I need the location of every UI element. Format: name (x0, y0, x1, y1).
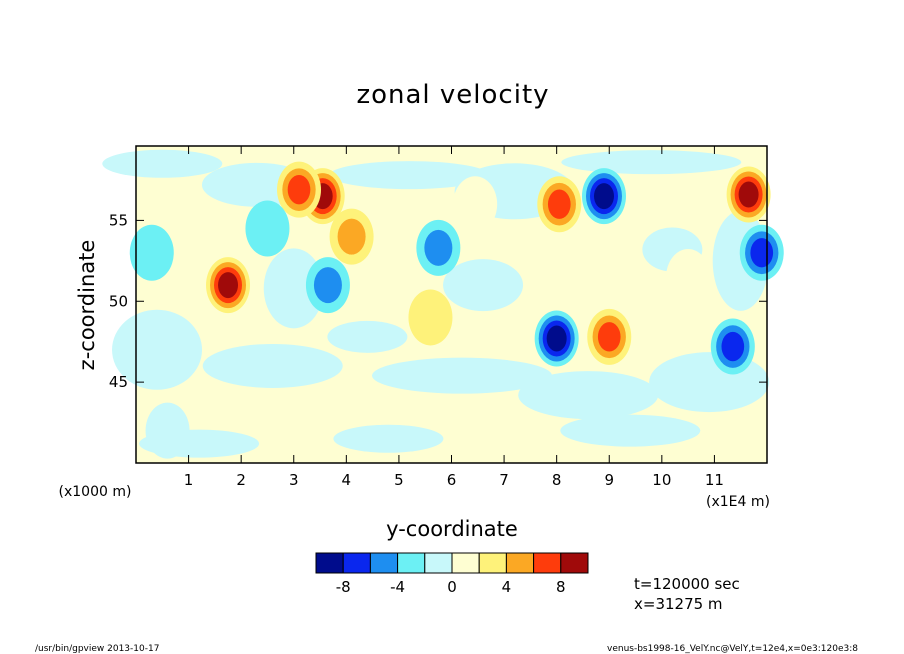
contour-blob (597, 322, 621, 352)
contour-blob (313, 267, 342, 304)
contour-blob (287, 175, 311, 205)
x-axis-label: y-coordinate (386, 517, 518, 541)
footer-right: venus-bs1998-16_VelY.nc@VelY,t=12e4,x=0e… (607, 644, 858, 654)
x-tick-label: 2 (236, 471, 246, 489)
field-patch (329, 161, 490, 190)
x-tick-label: 4 (342, 471, 352, 489)
field-patch (112, 309, 203, 390)
x-tick-label: 9 (604, 471, 614, 489)
colorbar-swatch (533, 552, 562, 574)
contour-blob (337, 218, 366, 255)
y-tick-label: 50 (109, 292, 128, 310)
contour-blob (145, 402, 190, 459)
colorbar-swatch (505, 552, 535, 574)
field-patch (560, 414, 701, 447)
field-patch (263, 248, 324, 329)
colorbar-tick-label: 4 (502, 578, 512, 596)
contour-blob (547, 189, 571, 219)
colorbar-swatch (478, 552, 507, 574)
field-patch (102, 149, 223, 178)
field-patch (443, 259, 524, 312)
x-tick-label: 3 (289, 471, 299, 489)
footer-left: /usr/bin/gpview 2013-10-17 (35, 644, 159, 654)
contour-blob (750, 238, 774, 268)
x-unit-left: (x1000 m) (59, 484, 132, 500)
colorbar-tick-label: -8 (336, 578, 351, 596)
colorbar-swatch (342, 552, 371, 574)
x-tick-label: 10 (652, 471, 671, 489)
contour-features (102, 149, 784, 459)
contour-blob (593, 183, 614, 210)
position-info: x=31275 m (634, 595, 723, 613)
contour-blob (424, 229, 453, 266)
y-tick-label: 45 (109, 373, 128, 391)
field-patch (372, 357, 553, 394)
contour-blob (721, 331, 745, 362)
field-patch (333, 424, 444, 453)
colorbar-tick-label: -4 (390, 578, 405, 596)
contour-blob (738, 181, 759, 208)
x-tick-label: 11 (705, 471, 724, 489)
x-axis-ticks: 1 2 3 4 5 6 7 8 9 10 11 (184, 146, 724, 489)
field-patch (518, 371, 659, 420)
field-patch (327, 320, 408, 353)
colorbar: -8 -4 0 4 8 (315, 552, 589, 596)
chart-title: zonal velocity (356, 80, 549, 110)
contour-blob (218, 272, 239, 299)
contour-blob (546, 325, 567, 352)
contour-blob (245, 200, 290, 257)
x-tick-label: 1 (184, 471, 194, 489)
colorbar-tick-label: 8 (556, 578, 566, 596)
y-axis-label: z-coordinate (75, 240, 99, 371)
x-tick-label: 7 (499, 471, 509, 489)
time-info: t=120000 sec (634, 575, 740, 593)
field-patch (202, 343, 343, 388)
colorbar-swatch (451, 552, 480, 574)
x-tick-label: 6 (447, 471, 457, 489)
colorbar-swatch (397, 552, 426, 574)
x-tick-label: 5 (394, 471, 404, 489)
contour-blob (666, 249, 711, 306)
colorbar-swatch (560, 552, 589, 574)
field-patch (561, 150, 742, 175)
colorbar-swatch (424, 552, 453, 574)
contour-blob (408, 289, 453, 346)
x-tick-label: 8 (552, 471, 562, 489)
x-unit-right: (x1E4 m) (706, 494, 770, 510)
contour-blob (453, 176, 498, 233)
colorbar-swatch (315, 552, 344, 574)
contour-blob (129, 224, 174, 281)
colorbar-tick-label: 0 (447, 578, 457, 596)
y-tick-label: 55 (109, 211, 128, 229)
y-axis-ticks: 45 50 55 (109, 211, 767, 391)
colorbar-swatch (369, 552, 399, 574)
